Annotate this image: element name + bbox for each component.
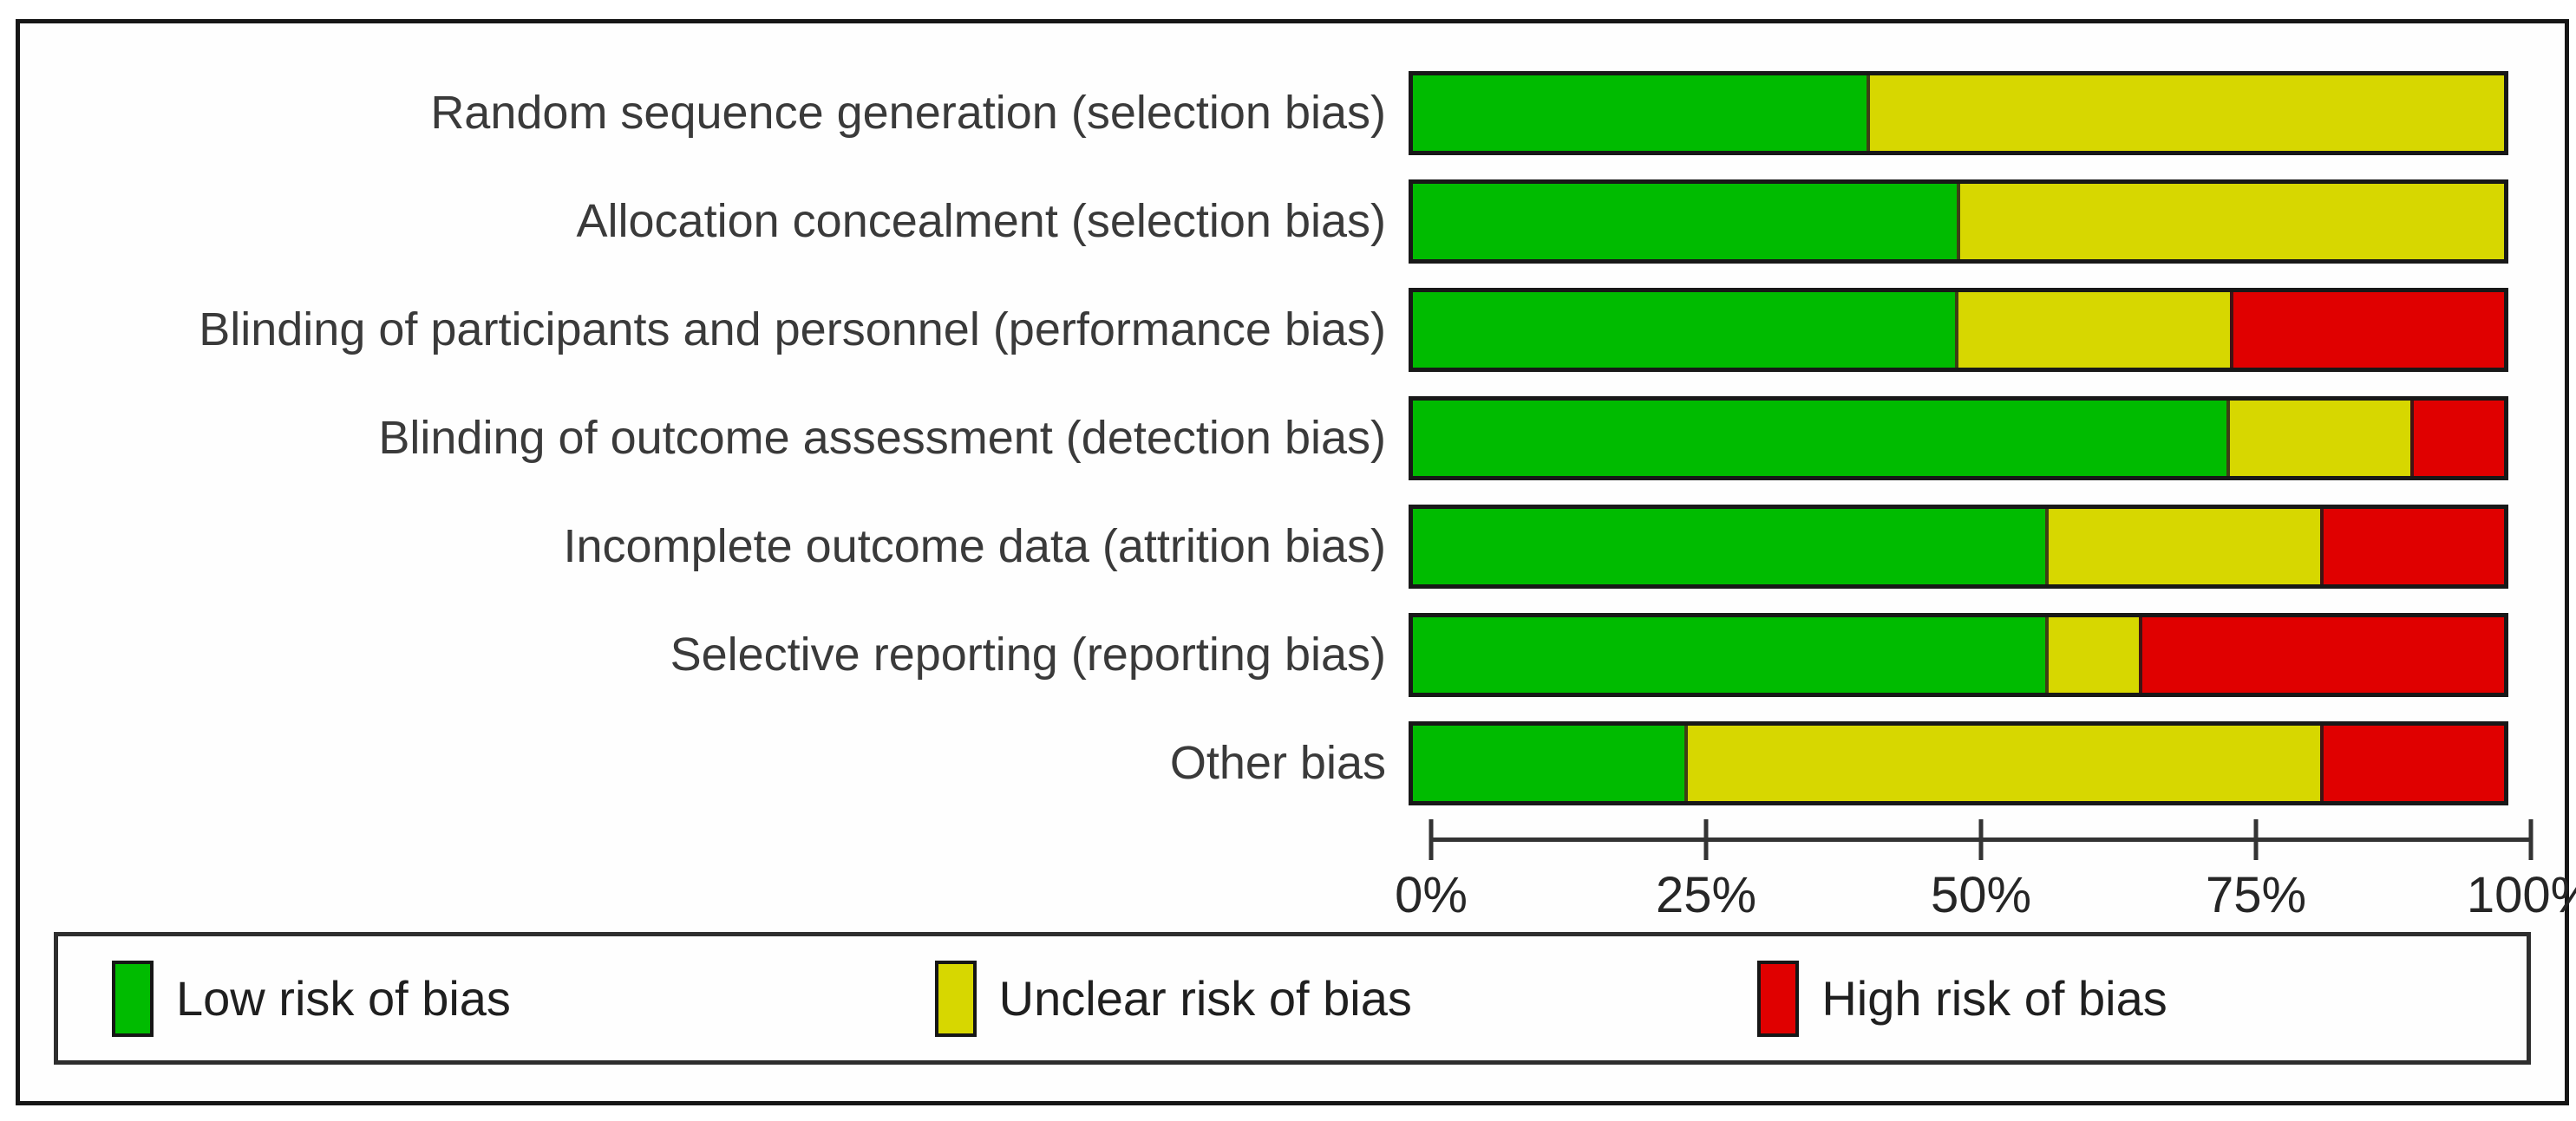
stacked-bar <box>1409 179 2508 264</box>
legend: Low risk of bias Unclear risk of bias High… <box>54 932 2531 1065</box>
row-label: Random sequence generation (selection bi… <box>430 87 1386 140</box>
axis-tick-label: 25% <box>1655 867 1757 923</box>
bar-segment-low <box>1413 292 1955 368</box>
legend-label: Low risk of bias <box>176 971 511 1026</box>
x-axis: 0% 25% 50% 75% 100% <box>1395 819 2576 949</box>
axis-tick-label: 100% <box>2466 867 2576 923</box>
legend-label: Unclear risk of bias <box>998 971 1412 1026</box>
legend-label: High risk of bias <box>1821 971 2167 1026</box>
chart-row: Incomplete outcome data (attrition bias) <box>20 492 2565 601</box>
axis-tick <box>2528 819 2534 860</box>
chart-row: Random sequence generation (selection bi… <box>20 59 2565 167</box>
axis-tick-label: 50% <box>1930 867 2032 923</box>
bar-segment-low <box>1413 617 2046 693</box>
row-label: Allocation concealment (selection bias) <box>576 195 1386 248</box>
axis-tick <box>1978 819 1984 860</box>
axis-tick <box>1429 819 1434 860</box>
row-label: Blinding of outcome assessment (detectio… <box>378 412 1386 465</box>
legend-swatch-low <box>112 960 154 1037</box>
row-label: Incomplete outcome data (attrition bias) <box>563 520 1386 573</box>
bar-segment-low <box>1413 75 1867 151</box>
chart-row: Selective reporting (reporting bias) <box>20 601 2565 709</box>
bar-segment-unclear <box>1955 292 2230 368</box>
bar-segment-unclear <box>1957 184 2504 259</box>
stacked-bar <box>1409 721 2508 805</box>
row-label: Selective reporting (reporting bias) <box>670 629 1386 681</box>
row-label: Blinding of participants and personnel (… <box>199 303 1386 356</box>
bar-segment-high <box>2319 509 2504 584</box>
bar-segment-high <box>2229 292 2504 368</box>
bar-segment-unclear <box>2226 401 2410 476</box>
bar-segment-unclear <box>2045 617 2140 693</box>
legend-item-unclear: Unclear risk of bias <box>881 960 1704 1037</box>
bar-segment-unclear <box>1866 75 2504 151</box>
stacked-bar <box>1409 71 2508 155</box>
bar-rows: Random sequence generation (selection bi… <box>20 59 2565 818</box>
axis-tick <box>2253 819 2259 860</box>
legend-item-low: Low risk of bias <box>58 960 881 1037</box>
axis-tick-label: 0% <box>1395 867 1468 923</box>
chart-row: Blinding of participants and personnel (… <box>20 276 2565 384</box>
axis-tick-label: 75% <box>2205 867 2307 923</box>
axis-tick <box>1703 819 1709 860</box>
stacked-bar <box>1409 288 2508 372</box>
chart-row: Allocation concealment (selection bias) <box>20 167 2565 276</box>
bar-segment-low <box>1413 726 1684 801</box>
bar-segment-low <box>1413 509 2046 584</box>
risk-of-bias-figure-frame: Random sequence generation (selection bi… <box>16 19 2576 1105</box>
legend-item-high: High risk of bias <box>1703 960 2527 1037</box>
bar-segment-low <box>1413 401 2226 476</box>
chart-row: Blinding of outcome assessment (detectio… <box>20 384 2565 492</box>
bar-segment-low <box>1413 184 1957 259</box>
legend-swatch-high <box>1757 960 1800 1037</box>
stacked-bar <box>1409 505 2508 589</box>
stacked-bar <box>1409 613 2508 697</box>
bar-segment-high <box>2139 617 2505 693</box>
row-label: Other bias <box>1169 737 1386 790</box>
legend-swatch-unclear <box>934 960 977 1037</box>
bar-segment-unclear <box>1684 726 2320 801</box>
bar-segment-high <box>2409 401 2504 476</box>
stacked-bar <box>1409 396 2508 480</box>
chart-row: Other bias <box>20 709 2565 818</box>
bar-segment-high <box>2319 726 2504 801</box>
bar-segment-unclear <box>2045 509 2320 584</box>
